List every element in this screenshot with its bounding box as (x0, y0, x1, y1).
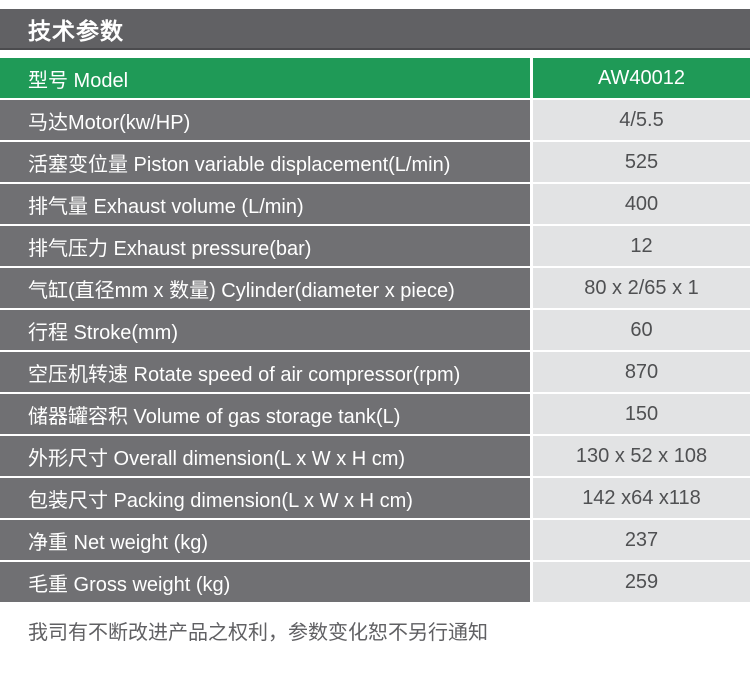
row-value: 870 (533, 352, 750, 392)
row-value: 525 (533, 142, 750, 182)
table-row: 排气量 Exhaust volume (L/min) 400 (0, 184, 750, 224)
row-label: 马达Motor(kw/HP) (0, 100, 530, 140)
row-value: 80 x 2/65 x 1 (533, 268, 750, 308)
row-value: 142 x64 x118 (533, 478, 750, 518)
table-row: 气缸(直径mm x 数量) Cylinder(diameter x piece)… (0, 268, 750, 308)
row-value: 60 (533, 310, 750, 350)
row-label: 行程 Stroke(mm) (0, 310, 530, 350)
spec-table: 型号 Model AW40012 马达Motor(kw/HP) 4/5.5 活塞… (0, 58, 750, 602)
row-label: 储器罐容积 Volume of gas storage tank(L) (0, 394, 530, 434)
row-value: 130 x 52 x 108 (533, 436, 750, 476)
row-label: 空压机转速 Rotate speed of air compressor(rpm… (0, 352, 530, 392)
table-row: 活塞变位量 Piston variable displacement(L/min… (0, 142, 750, 182)
row-label: 排气压力 Exhaust pressure(bar) (0, 226, 530, 266)
row-label: 排气量 Exhaust volume (L/min) (0, 184, 530, 224)
table-row: 空压机转速 Rotate speed of air compressor(rpm… (0, 352, 750, 392)
table-header-row: 型号 Model AW40012 (0, 58, 750, 98)
table-row: 储器罐容积 Volume of gas storage tank(L) 150 (0, 394, 750, 434)
table-row: 排气压力 Exhaust pressure(bar) 12 (0, 226, 750, 266)
model-header-value: AW40012 (533, 58, 750, 98)
row-label: 毛重 Gross weight (kg) (0, 562, 530, 602)
disclaimer-note: 我司有不断改进产品之权利，参数变化恕不另行通知 (28, 622, 488, 644)
row-value: 259 (533, 562, 750, 602)
row-label: 外形尺寸 Overall dimension(L x W x H cm) (0, 436, 530, 476)
row-value: 12 (533, 226, 750, 266)
row-value: 400 (533, 184, 750, 224)
table-row: 毛重 Gross weight (kg) 259 (0, 562, 750, 602)
row-label: 包装尺寸 Packing dimension(L x W x H cm) (0, 478, 530, 518)
page-title: 技术参数 (28, 17, 124, 44)
row-label: 活塞变位量 Piston variable displacement(L/min… (0, 142, 530, 182)
row-value: 4/5.5 (533, 100, 750, 140)
model-header-label: 型号 Model (0, 58, 530, 98)
section-title-bar: 技术参数 (0, 9, 750, 50)
row-label: 净重 Net weight (kg) (0, 520, 530, 560)
row-label: 气缸(直径mm x 数量) Cylinder(diameter x piece) (0, 268, 530, 308)
page: 技术参数 型号 Model AW40012 马达Motor(kw/HP) 4/5… (0, 9, 750, 683)
table-row: 包装尺寸 Packing dimension(L x W x H cm) 142… (0, 478, 750, 518)
row-value: 150 (533, 394, 750, 434)
table-row: 外形尺寸 Overall dimension(L x W x H cm) 130… (0, 436, 750, 476)
table-row: 马达Motor(kw/HP) 4/5.5 (0, 100, 750, 140)
table-row: 行程 Stroke(mm) 60 (0, 310, 750, 350)
row-value: 237 (533, 520, 750, 560)
table-row: 净重 Net weight (kg) 237 (0, 520, 750, 560)
